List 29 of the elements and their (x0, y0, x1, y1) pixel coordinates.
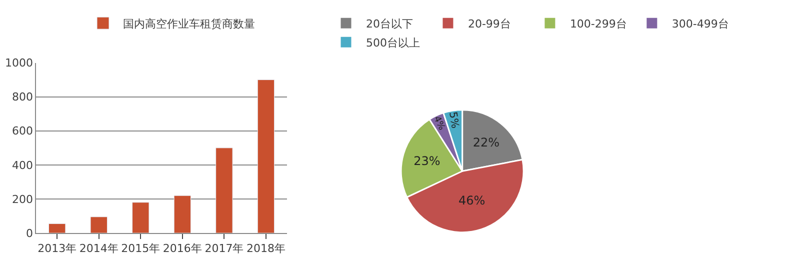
x-tick-label: 2016年 (162, 242, 202, 256)
x-tick-label: 2018年 (246, 242, 286, 256)
bar (216, 148, 233, 234)
legend-label: 国内高空作业车租赁商数量 (123, 17, 255, 30)
y-tick-label: 600 (12, 124, 34, 138)
legend-label: 500台以上 (366, 36, 420, 50)
data-label: 46% (458, 193, 486, 208)
data-label: 4% (431, 114, 446, 132)
x-tick-label: 2015年 (121, 242, 160, 256)
y-tick-label: 400 (12, 158, 34, 172)
data-label: 22% (472, 135, 500, 150)
x-tick-label: 2017年 (204, 242, 244, 256)
bar (90, 216, 108, 234)
data-label: 23% (414, 154, 440, 168)
legend-label: 100-299台 (570, 17, 627, 30)
data-label: 5% (446, 111, 461, 130)
bar (257, 80, 275, 234)
y-tick-label: 800 (12, 90, 34, 104)
legend-label: 20台以下 (366, 17, 413, 30)
legend-label: 300-499台 (672, 17, 729, 30)
x-tick-label: 2014年 (79, 242, 118, 256)
y-tick-label: 1000 (5, 56, 34, 70)
y-tick-label: 0 (26, 226, 34, 240)
x-tick-label: 2013年 (38, 242, 77, 256)
bar (132, 202, 150, 234)
legend-label: 20-99台 (468, 17, 511, 30)
bar (174, 195, 192, 234)
bar (48, 223, 66, 234)
y-tick-label: 200 (12, 192, 34, 206)
